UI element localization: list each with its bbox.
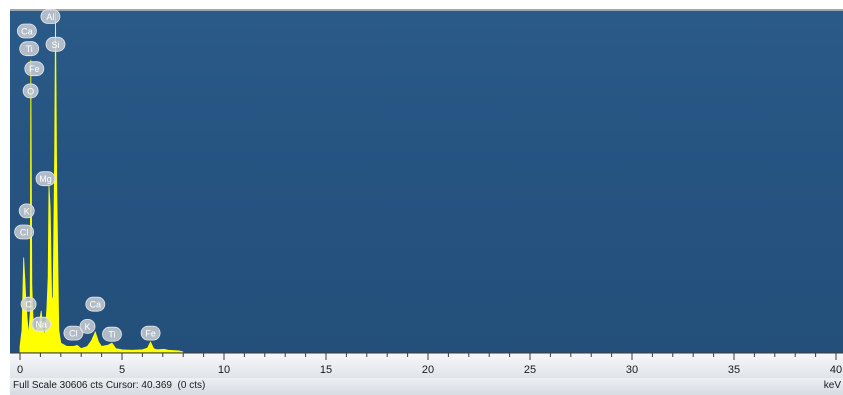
peak-label-text: Ca: [21, 27, 33, 37]
peak-label-badge: [24, 61, 45, 77]
x-tick-label: 40: [830, 364, 842, 376]
x-tick-label: 30: [626, 364, 638, 376]
peak-label-badge: [20, 296, 37, 312]
peak-label-text: Cl: [69, 329, 78, 339]
x-tick-label: 15: [320, 364, 332, 376]
peak-label-badge: [63, 325, 84, 341]
peak-label-badge: [18, 203, 35, 219]
peak-label[interactable]: Ti: [102, 326, 122, 342]
peak-label-text: K: [24, 206, 30, 216]
peak-label[interactable]: Ca: [85, 296, 106, 312]
peak-label-text: Mg: [39, 174, 52, 184]
x-tick-label: 10: [218, 364, 230, 376]
peak-label-badge: [19, 41, 40, 57]
peak-label[interactable]: K: [18, 203, 35, 219]
peak-label-badge: [31, 316, 52, 332]
peak-label[interactable]: Mg: [35, 171, 56, 187]
peak-label-badge: [14, 224, 35, 240]
peak-label-text: Ti: [108, 330, 115, 340]
peak-label-badge: [35, 171, 56, 187]
peak-label-text: Si: [51, 40, 59, 50]
peak-label-text: Fe: [145, 329, 156, 339]
peak-label[interactable]: C: [20, 296, 37, 312]
peak-label-badge: [45, 36, 66, 52]
peak-label-text: Ca: [90, 300, 102, 310]
status-bar: Full Scale 30606 cts Cursor: 40.369 (0 c…: [10, 378, 843, 395]
peak-label-badge: [40, 9, 61, 24]
x-tick-label: 35: [728, 364, 740, 376]
peak-label[interactable]: Ti: [19, 41, 40, 57]
peak-label[interactable]: O: [22, 83, 39, 99]
peak-label-badge: [16, 23, 37, 39]
peak-label[interactable]: Al: [40, 9, 61, 24]
peak-label-text: C: [25, 300, 32, 310]
peak-label-text: Na: [35, 320, 47, 330]
peak-label[interactable]: K: [79, 318, 96, 334]
x-axis-unit-label: keV: [823, 380, 841, 391]
x-tick-label: 20: [422, 364, 434, 376]
peak-label-badge: [85, 296, 106, 312]
peak-label[interactable]: Ca: [16, 23, 37, 39]
peak-label-text: Ti: [26, 44, 33, 54]
peak-label-badge: [79, 318, 96, 334]
x-tick-label: 0: [17, 364, 23, 376]
peak-label[interactable]: Cl: [63, 325, 84, 341]
peak-label-badge: [102, 326, 122, 342]
peak-label[interactable]: Fe: [24, 61, 45, 77]
peak-label[interactable]: Fe: [140, 325, 161, 341]
peak-label-badge: [22, 83, 39, 99]
x-tick-label: 5: [119, 364, 125, 376]
plot-area[interactable]: [10, 9, 843, 355]
peak-label-badge: [140, 325, 161, 341]
peak-label-text: Al: [46, 12, 54, 22]
x-axis-strip: [10, 353, 843, 379]
x-tick-label: 25: [524, 364, 536, 376]
peak-label[interactable]: Cl: [14, 224, 35, 240]
peak-label-text: Cl: [20, 228, 29, 238]
peak-label-text: Fe: [29, 64, 40, 74]
peak-label[interactable]: Si: [45, 36, 66, 52]
peak-label-text: O: [27, 86, 34, 96]
status-text: Full Scale 30606 cts Cursor: 40.369 (0 c…: [13, 380, 206, 391]
peak-label-text: K: [84, 322, 90, 332]
peak-label[interactable]: Na: [31, 316, 52, 332]
